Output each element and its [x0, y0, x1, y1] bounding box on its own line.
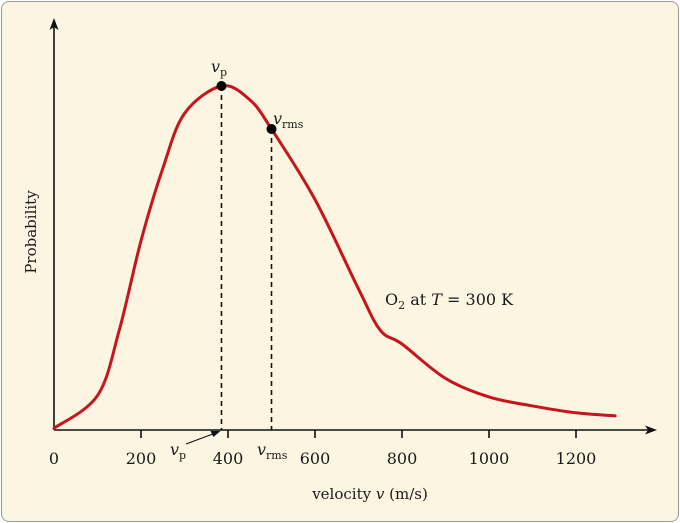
x-axis-arrow [645, 425, 657, 435]
vp-pointer-arrowhead [210, 431, 221, 437]
vrms-curve-label: vrms [273, 109, 304, 131]
vrms-point [266, 124, 277, 134]
vp-axis-label: vp [170, 440, 186, 462]
x-tick-label: 800 [387, 449, 418, 468]
vp-point [216, 81, 227, 91]
x-axis-label: velocity v (m/s) [311, 485, 428, 503]
vrms-axis-label: vrms [257, 440, 288, 462]
distribution-curve [52, 84, 617, 430]
x-tick-label: 600 [300, 449, 331, 468]
x-tick-label: 1000 [469, 449, 510, 468]
x-tick-label: 1200 [556, 449, 597, 468]
vp-pointer-line [185, 432, 216, 445]
x-tick-label: 200 [126, 449, 157, 468]
y-axis-label: Probability [22, 190, 40, 274]
y-axis-arrow [49, 18, 59, 30]
x-tick-label: 0 [49, 449, 59, 468]
vp-peak-label: vp [211, 57, 227, 79]
annotation-o2-300k: O2 at T = 300 K [385, 290, 514, 312]
x-tick-label: 400 [213, 449, 244, 468]
